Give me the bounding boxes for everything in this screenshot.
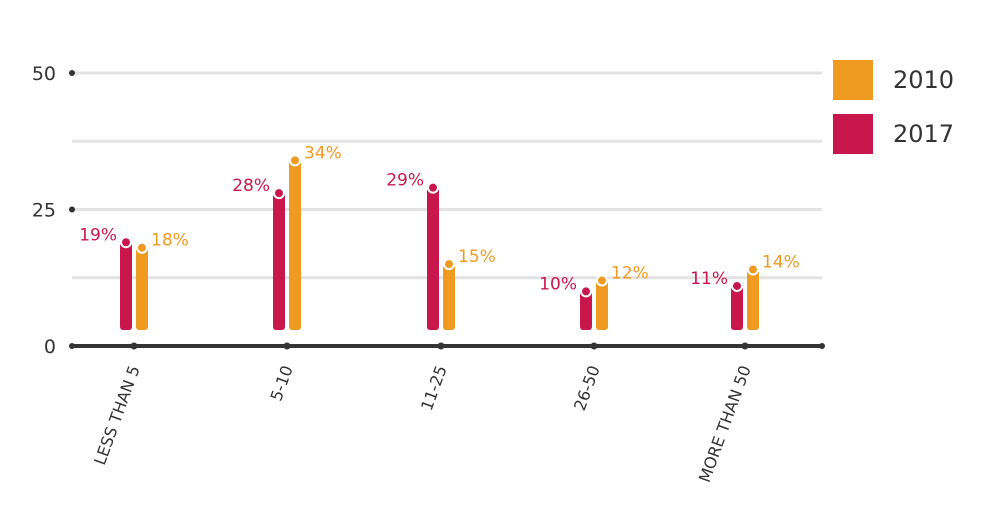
- legend-swatch: [833, 114, 873, 154]
- x-tick-label: 11-25: [417, 363, 451, 413]
- y-tick-label: 25: [32, 200, 56, 222]
- data-label: 18%: [151, 231, 189, 251]
- x-tick-label: 26-50: [570, 363, 604, 413]
- x-tick-dot: [741, 342, 749, 350]
- data-label: 12%: [611, 263, 649, 283]
- bar: [731, 285, 743, 330]
- bar: [427, 187, 439, 330]
- x-tick-dot: [283, 342, 291, 350]
- data-label: 15%: [458, 247, 496, 267]
- data-labels: 19% 28% 29% 10% 11% 18% 34% 15% 12% 14%: [79, 143, 800, 294]
- legend: 2010 2017: [833, 60, 954, 154]
- bar: [289, 160, 301, 330]
- x-tick-label: 5-10: [266, 363, 296, 404]
- bar-cap-dot: [136, 241, 148, 254]
- legend-swatch: [833, 60, 873, 100]
- bar-cap-dot: [747, 263, 759, 276]
- data-label: 34%: [304, 143, 342, 163]
- y-tick-dot: [69, 70, 75, 76]
- y-tick-label: 50: [32, 63, 56, 85]
- legend-label: 2010: [893, 66, 954, 94]
- bar: [596, 280, 608, 330]
- data-label: 14%: [762, 253, 800, 273]
- data-label: 28%: [232, 176, 270, 196]
- data-label: 29%: [386, 171, 424, 191]
- bar-cap-dot: [273, 187, 285, 200]
- y-tick-label: 0: [44, 336, 56, 358]
- bar-cap-dot: [443, 258, 455, 271]
- bar-cap-dot: [427, 181, 439, 194]
- bar: [747, 269, 759, 330]
- bar-cap-dot: [120, 236, 132, 249]
- bar-cap-dot: [596, 274, 608, 287]
- bars: [120, 154, 759, 330]
- bar: [443, 264, 455, 330]
- y-tick-dot: [69, 206, 75, 213]
- x-tick-dot: [130, 342, 138, 350]
- x-tick-label: LESS THAN 5: [90, 363, 144, 468]
- data-label: 11%: [690, 269, 728, 289]
- bar-cap-dot: [580, 285, 592, 298]
- x-axis-end-dot: [819, 343, 825, 349]
- bar: [273, 193, 285, 330]
- bar: [136, 247, 148, 330]
- bar: [120, 242, 132, 330]
- legend-label: 2017: [893, 120, 954, 148]
- x-tick-label: MORE THAN 50: [695, 363, 755, 485]
- x-tick-dot: [437, 342, 445, 350]
- data-label: 10%: [539, 274, 577, 294]
- bar-cap-dot: [731, 279, 743, 292]
- x-tick-dot: [590, 342, 598, 350]
- bar-cap-dot: [289, 154, 301, 167]
- data-label: 19%: [79, 225, 117, 245]
- bar: [580, 291, 592, 330]
